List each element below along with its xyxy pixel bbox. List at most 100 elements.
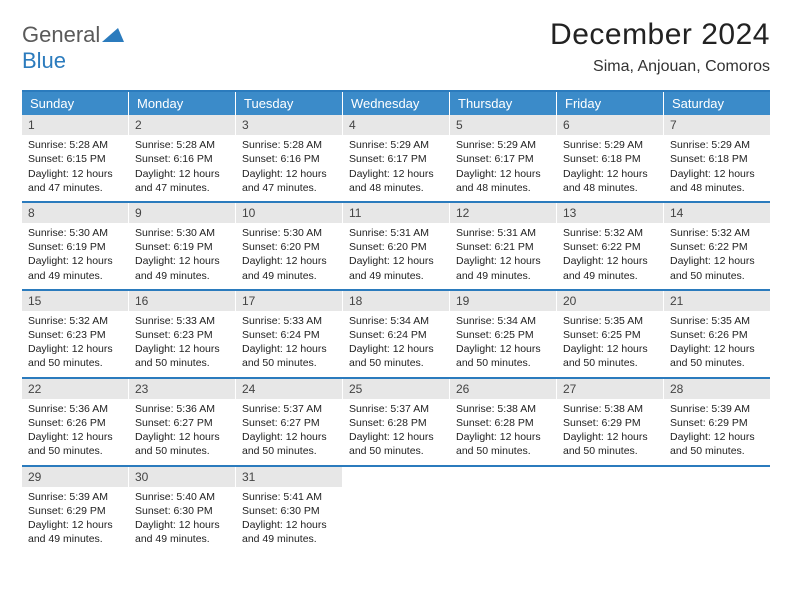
daylight-line: Daylight: 12 hours and 50 minutes.: [349, 430, 443, 458]
day-number: 23: [129, 379, 235, 399]
sunset-line: Sunset: 6:29 PM: [563, 416, 657, 430]
week-row: 8Sunrise: 5:30 AMSunset: 6:19 PMDaylight…: [22, 203, 770, 291]
day-number: 16: [129, 291, 235, 311]
location-text: Sima, Anjouan, Comoros: [550, 58, 770, 76]
sunrise-line: Sunrise: 5:30 AM: [28, 226, 122, 240]
day-number: 9: [129, 203, 235, 223]
title-block: December 2024 Sima, Anjouan, Comoros: [550, 18, 770, 76]
sunrise-line: Sunrise: 5:28 AM: [135, 138, 229, 152]
day-number: 26: [450, 379, 556, 399]
day-cell: 4Sunrise: 5:29 AMSunset: 6:17 PMDaylight…: [343, 115, 450, 201]
logo-general-text: General: [22, 22, 100, 47]
sunrise-line: Sunrise: 5:31 AM: [456, 226, 550, 240]
empty-cell: [450, 467, 557, 553]
day-number: 14: [664, 203, 770, 223]
sunrise-line: Sunrise: 5:34 AM: [349, 314, 443, 328]
daylight-line: Daylight: 12 hours and 49 minutes.: [135, 254, 229, 282]
sunset-line: Sunset: 6:16 PM: [135, 152, 229, 166]
daylight-line: Daylight: 12 hours and 50 minutes.: [670, 430, 764, 458]
daylight-line: Daylight: 12 hours and 50 minutes.: [456, 430, 550, 458]
daylight-line: Daylight: 12 hours and 49 minutes.: [349, 254, 443, 282]
daylight-line: Daylight: 12 hours and 49 minutes.: [242, 254, 336, 282]
sunset-line: Sunset: 6:15 PM: [28, 152, 122, 166]
sunrise-line: Sunrise: 5:40 AM: [135, 490, 229, 504]
sunset-line: Sunset: 6:29 PM: [28, 504, 122, 518]
day-cell: 9 Sunrise: 5:30 AMSunset: 6:19 PMDaylight…: [129, 203, 236, 289]
sunset-line: Sunset: 6:24 PM: [242, 328, 336, 342]
sunrise-line: Sunrise: 5:35 AM: [563, 314, 657, 328]
sunset-line: Sunset: 6:26 PM: [670, 328, 764, 342]
day-number: 31: [236, 467, 342, 487]
daylight-line: Daylight: 12 hours and 49 minutes.: [135, 518, 229, 546]
sunset-line: Sunset: 6:27 PM: [135, 416, 229, 430]
logo: General Blue: [22, 22, 124, 74]
sunrise-line: Sunrise: 5:32 AM: [563, 226, 657, 240]
sunrise-line: Sunrise: 5:30 AM: [242, 226, 336, 240]
day-number: 5: [450, 115, 556, 135]
sunset-line: Sunset: 6:18 PM: [670, 152, 764, 166]
sunrise-line: Sunrise: 5:36 AM: [28, 402, 122, 416]
logo-triangle-icon: [102, 26, 124, 47]
dow-tuesday: Tuesday: [236, 92, 343, 115]
weeks-container: 1Sunrise: 5:28 AMSunset: 6:15 PMDaylight…: [22, 115, 770, 552]
day-number: 11: [343, 203, 449, 223]
day-cell: 18Sunrise: 5:34 AMSunset: 6:24 PMDayligh…: [343, 291, 450, 377]
day-cell: 22Sunrise: 5:36 AMSunset: 6:26 PMDayligh…: [22, 379, 129, 465]
day-cell: 20Sunrise: 5:35 AMSunset: 6:25 PMDayligh…: [557, 291, 664, 377]
week-row: 1Sunrise: 5:28 AMSunset: 6:15 PMDaylight…: [22, 115, 770, 203]
logo-blue-text: Blue: [22, 48, 66, 73]
sunset-line: Sunset: 6:23 PM: [135, 328, 229, 342]
sunrise-line: Sunrise: 5:39 AM: [28, 490, 122, 504]
sunset-line: Sunset: 6:20 PM: [349, 240, 443, 254]
daylight-line: Daylight: 12 hours and 48 minutes.: [670, 167, 764, 195]
sunset-line: Sunset: 6:26 PM: [28, 416, 122, 430]
day-cell: 7Sunrise: 5:29 AMSunset: 6:18 PMDaylight…: [664, 115, 770, 201]
day-cell: 24Sunrise: 5:37 AMSunset: 6:27 PMDayligh…: [236, 379, 343, 465]
day-number: 29: [22, 467, 128, 487]
sunrise-line: Sunrise: 5:32 AM: [670, 226, 764, 240]
sunset-line: Sunset: 6:28 PM: [349, 416, 443, 430]
daylight-line: Daylight: 12 hours and 50 minutes.: [28, 342, 122, 370]
day-cell: 10Sunrise: 5:30 AMSunset: 6:20 PMDayligh…: [236, 203, 343, 289]
day-number: 17: [236, 291, 342, 311]
day-number: 28: [664, 379, 770, 399]
day-cell: 30Sunrise: 5:40 AMSunset: 6:30 PMDayligh…: [129, 467, 236, 553]
day-number: 18: [343, 291, 449, 311]
dow-friday: Friday: [557, 92, 664, 115]
sunrise-line: Sunrise: 5:28 AM: [28, 138, 122, 152]
sunset-line: Sunset: 6:25 PM: [456, 328, 550, 342]
day-cell: 26Sunrise: 5:38 AMSunset: 6:28 PMDayligh…: [450, 379, 557, 465]
daylight-line: Daylight: 12 hours and 49 minutes.: [28, 518, 122, 546]
day-cell: 23Sunrise: 5:36 AMSunset: 6:27 PMDayligh…: [129, 379, 236, 465]
day-cell: 27Sunrise: 5:38 AMSunset: 6:29 PMDayligh…: [557, 379, 664, 465]
sunrise-line: Sunrise: 5:41 AM: [242, 490, 336, 504]
sunrise-line: Sunrise: 5:39 AM: [670, 402, 764, 416]
sunrise-line: Sunrise: 5:30 AM: [135, 226, 229, 240]
sunset-line: Sunset: 6:16 PM: [242, 152, 336, 166]
sunset-line: Sunset: 6:30 PM: [242, 504, 336, 518]
day-number: 1: [22, 115, 128, 135]
sunrise-line: Sunrise: 5:32 AM: [28, 314, 122, 328]
sunset-line: Sunset: 6:28 PM: [456, 416, 550, 430]
day-cell: 11Sunrise: 5:31 AMSunset: 6:20 PMDayligh…: [343, 203, 450, 289]
sunset-line: Sunset: 6:27 PM: [242, 416, 336, 430]
sunset-line: Sunset: 6:22 PM: [563, 240, 657, 254]
day-cell: 5Sunrise: 5:29 AMSunset: 6:17 PMDaylight…: [450, 115, 557, 201]
sunrise-line: Sunrise: 5:33 AM: [135, 314, 229, 328]
sunset-line: Sunset: 6:19 PM: [28, 240, 122, 254]
sunrise-line: Sunrise: 5:29 AM: [563, 138, 657, 152]
daylight-line: Daylight: 12 hours and 47 minutes.: [242, 167, 336, 195]
sunset-line: Sunset: 6:23 PM: [28, 328, 122, 342]
daylight-line: Daylight: 12 hours and 47 minutes.: [135, 167, 229, 195]
calendar: SundayMondayTuesdayWednesdayThursdayFrid…: [22, 90, 770, 552]
header: General Blue December 2024 Sima, Anjouan…: [22, 18, 770, 76]
daylight-line: Daylight: 12 hours and 49 minutes.: [456, 254, 550, 282]
logo-text: General Blue: [22, 22, 124, 74]
daylight-line: Daylight: 12 hours and 50 minutes.: [670, 254, 764, 282]
sunset-line: Sunset: 6:22 PM: [670, 240, 764, 254]
day-number: 10: [236, 203, 342, 223]
day-number: 24: [236, 379, 342, 399]
day-cell: 12Sunrise: 5:31 AMSunset: 6:21 PMDayligh…: [450, 203, 557, 289]
sunset-line: Sunset: 6:19 PM: [135, 240, 229, 254]
daylight-line: Daylight: 12 hours and 50 minutes.: [670, 342, 764, 370]
